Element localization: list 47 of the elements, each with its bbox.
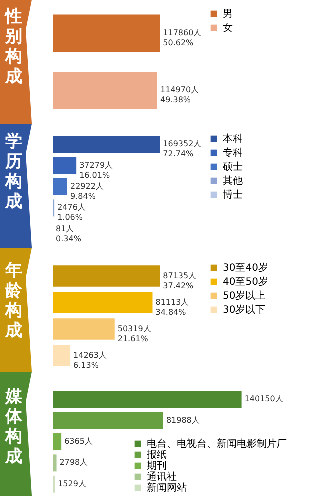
legend-label: 50岁以上 <box>223 290 266 302</box>
data-label: 14263人 6.13% <box>74 350 107 370</box>
bar <box>53 292 153 314</box>
legend-label: 30至40岁 <box>223 262 268 274</box>
data-label: 81988人 <box>166 416 200 425</box>
legend-label: 硕士 <box>222 161 243 173</box>
bar <box>53 345 71 366</box>
data-label: 140150人 <box>244 394 284 404</box>
text: 媒体构成 <box>4 387 24 467</box>
legend-label: 报纸 <box>146 449 167 461</box>
bar <box>53 434 62 450</box>
bar <box>53 157 77 174</box>
data-label: 114970人 49.38% <box>160 86 200 105</box>
data-label: 1529人 <box>58 479 86 488</box>
bar <box>53 454 57 472</box>
data-label: 169352人 72.74% <box>163 140 202 159</box>
text: 学历构成 <box>4 132 22 212</box>
text: 性别构成 <box>4 7 22 87</box>
legend-label: 新闻网站 <box>147 482 187 494</box>
bar <box>53 266 160 287</box>
bar <box>53 136 160 154</box>
bar <box>53 391 242 408</box>
legend-label: 本科 <box>223 133 243 145</box>
legend-label: 其他 <box>223 175 243 187</box>
data-label: 81人 0.34% <box>56 224 82 244</box>
bar <box>53 178 68 196</box>
data-label: 6365人 <box>64 437 93 446</box>
legend-label: 30岁以下 <box>223 304 266 316</box>
data-label: 81113人 34.84% <box>156 298 190 317</box>
legend-label: 期刊 <box>147 460 167 472</box>
data-label: 37279人 16.01% <box>80 160 114 180</box>
legend-label: 40至50岁 <box>223 276 268 288</box>
bar <box>53 412 164 430</box>
data-label: 22922人 9.84% <box>70 182 104 201</box>
text: 年龄构成 <box>4 261 24 341</box>
data-label: 87135人 37.42% <box>163 271 197 290</box>
legend-label: 女 <box>223 22 233 34</box>
legend-label: 电台、电视台、新闻电影制片厂 <box>147 438 287 450</box>
data-label: 2798人 <box>60 458 88 468</box>
legend-label: 博士 <box>223 189 243 201</box>
legend-label: 男 <box>223 9 233 20</box>
legend-label: 通讯社 <box>147 471 177 483</box>
legend-label: 专科 <box>223 147 243 159</box>
data-label: 50319人 21.61% <box>118 324 152 344</box>
data-label: 117860人 50.62% <box>163 28 202 48</box>
bar <box>53 318 115 340</box>
data-label: 2476人 1.06% <box>58 203 86 222</box>
